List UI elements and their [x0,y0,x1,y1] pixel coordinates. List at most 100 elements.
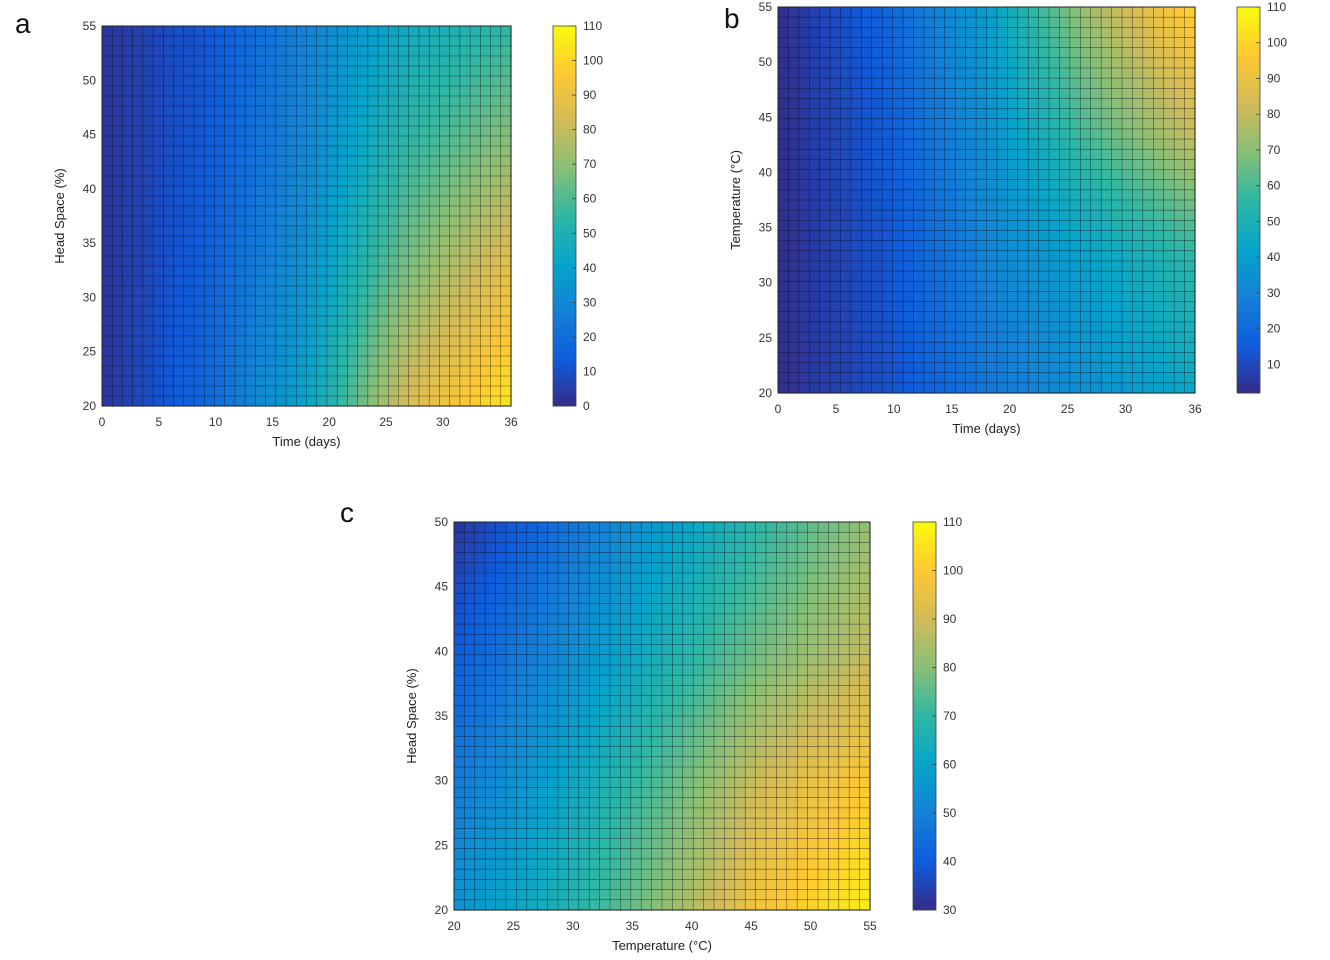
heatmap-cell [459,255,471,267]
heatmap-cell [777,209,790,221]
colorbar-segment [1237,214,1260,220]
heatmap-cell [357,105,369,117]
heatmap-cell [672,634,684,646]
heatmap-cell [651,552,663,564]
heatmap-cell [724,725,736,738]
heatmap-cell [913,6,925,18]
heatmap-cell [132,295,144,307]
heatmap-cell [255,55,267,67]
colorbar-segment [553,349,576,355]
heatmap-cell [203,335,216,347]
x-tick-label: 55 [863,919,877,933]
heatmap-cell [975,16,988,28]
heatmap-cell [367,155,379,167]
heatmap-cell [495,746,507,758]
colorbar-segment [913,764,936,770]
heatmap-cell [808,159,821,171]
heatmap-cell [193,85,205,97]
heatmap-cell [819,159,831,171]
heatmap-cell [808,67,821,79]
heatmap-cell [173,235,185,247]
heatmap-cell [484,542,497,554]
heatmap-cell [848,797,861,809]
heatmap-cell [214,305,226,317]
heatmap-cell [214,35,226,47]
heatmap-cell [838,674,850,686]
heatmap-cell [111,265,124,277]
heatmap-cell [336,355,348,367]
heatmap-cell [255,225,267,237]
heatmap-cell [193,295,205,307]
heatmap-cell [439,305,451,317]
heatmap-cell [224,235,236,247]
heatmap-cell [336,305,348,317]
heatmap-cell [568,685,580,697]
colorbar-frame [1236,6,1261,394]
heatmap-cell [122,355,134,367]
colorbar-segment [1237,339,1260,346]
heatmap-cell [672,776,684,789]
heatmap-cell [588,858,601,870]
heatmap-cell [1121,372,1134,384]
heatmap-cell [111,145,124,157]
y-tick-label: 25 [759,331,773,345]
plot-frame [453,521,871,911]
heatmap-cell [848,807,861,819]
heatmap-cell [828,715,840,727]
heatmap-cell [336,285,348,297]
heatmap-cell [817,766,829,778]
heatmap-cell [285,85,297,97]
heatmap-cell [755,746,767,758]
heatmap-cell [620,664,632,676]
heatmap-cell [536,664,549,676]
heatmap-cell [377,315,389,327]
heatmap-cell [265,215,277,227]
heatmap-cell [1111,189,1123,201]
heatmap-cell [505,787,517,799]
heatmap-cell [776,848,788,860]
heatmap-cell [1059,47,1071,59]
heatmap-cell [672,725,684,738]
heatmap-cell [630,725,642,738]
colorbar-segment [913,716,936,722]
heatmap-cell [111,205,124,217]
heatmap-cell [1132,321,1144,333]
heatmap-cell [495,593,507,605]
heatmap-cell [796,879,809,891]
heatmap-cell [986,321,998,333]
heatmap-cell [1027,189,1040,201]
heatmap-cell [306,155,318,167]
heatmap-cell [490,305,502,317]
heatmap-cell [387,225,400,237]
heatmap-cell [609,542,621,554]
heatmap-cell [713,664,725,676]
heatmap-cell [173,105,185,117]
heatmap-cell [609,552,621,564]
heatmap-cell [640,644,653,656]
heatmap-cell [480,105,492,117]
heatmap-cell [547,766,559,778]
heatmap-cell [326,285,338,297]
heatmap-cell [464,685,476,697]
heatmap-cell [807,776,819,789]
heatmap-cell [142,155,154,167]
heatmap-cell [1142,341,1154,353]
heatmap-cell [808,128,821,140]
heatmap-cell [505,572,517,584]
colorbar-segment [913,813,936,819]
heatmap-cell [387,245,400,257]
heatmap-cell [495,674,507,686]
heatmap-cell [808,331,821,343]
heatmap-cell [224,335,236,347]
heatmap-cell [357,35,369,47]
heatmap-cell [892,128,904,140]
heatmap-cell [142,325,154,337]
heatmap-cell [173,255,185,267]
heatmap-cell [923,77,935,89]
heatmap-cell [798,291,810,303]
colorbar-segment [553,187,576,193]
heatmap-cell [672,705,684,717]
heatmap-cell [234,35,246,47]
heatmap-cell [850,291,862,303]
heatmap-cell [203,255,216,267]
